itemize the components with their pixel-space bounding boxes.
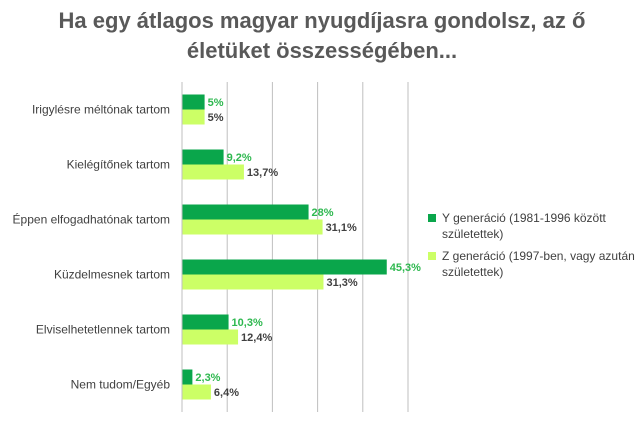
value-label-z-2: 31,1% [326,222,357,234]
value-label-z-0: 5% [208,112,224,124]
chart-title-line-1: Ha egy átlagos magyar nyugdíjasra gondol… [58,8,586,33]
category-label-2: Éppen elfogadhatónak tartom [13,212,170,227]
value-label-z-4: 12,4% [241,332,272,344]
legend-label-z-line-2: születettek) [442,265,504,279]
chart-title-line-2: életüket összességében... [186,38,458,63]
legend: Y generáció (1981-1996 között születette… [428,210,638,286]
bar-y-2 [182,204,309,220]
value-label-z-1: 13,7% [247,167,278,179]
bar-y-5 [182,369,193,385]
bar-y-4 [182,314,229,330]
legend-label-y-line-2: születettek) [442,227,504,241]
legend-swatch-z [428,252,436,260]
value-label-z-3: 31,3% [326,277,357,289]
legend-swatch-y [428,214,436,222]
value-label-y-3: 45,3% [390,262,421,274]
value-label-y-5: 2,3% [195,372,220,384]
bar-z-3 [182,274,324,290]
value-label-y-0: 5% [208,97,224,109]
bar-y-3 [182,259,387,275]
value-label-y-1: 9,2% [227,152,252,164]
legend-item-z: Z generáció (1997-ben, vagy azután szüle… [428,248,638,280]
bar-z-2 [182,219,323,235]
value-label-y-2: 28% [312,207,334,219]
grid-lines [226,82,409,412]
category-label-5: Nem tudom/Egyéb [71,378,171,392]
bar-y-1 [182,149,224,165]
chart-title: Ha egy átlagos magyar nyugdíjasra gondol… [0,6,644,66]
legend-item-y: Y generáció (1981-1996 között születette… [428,210,638,242]
legend-label-y-line-1: Y generáció (1981-1996 között [442,211,606,225]
value-label-z-5: 6,4% [214,387,239,399]
bar-z-1 [182,164,244,180]
legend-label-z-line-1: Z generáció (1997-ben, vagy azután [442,249,635,263]
value-labels: 5% 5% 9,2% 13,7% 28% 31,1% 45,3% 31,3% 10,3% 12,4… [195,97,421,399]
bar-y-0 [182,94,205,110]
category-label-4: Elviselhetetlennek tartom [36,323,170,337]
category-label-1: Kielégítőnek tartom [67,158,170,172]
category-labels: Irigylésre méltónak tartom Kielégítőnek t… [13,103,171,392]
bars [182,94,387,400]
bar-z-5 [182,384,211,400]
value-label-y-4: 10,3% [232,317,263,329]
category-label-3: Küzdelmesnek tartom [54,268,170,282]
bar-z-4 [182,329,239,345]
bar-z-0 [182,109,205,125]
category-label-0: Irigylésre méltónak tartom [32,103,170,117]
